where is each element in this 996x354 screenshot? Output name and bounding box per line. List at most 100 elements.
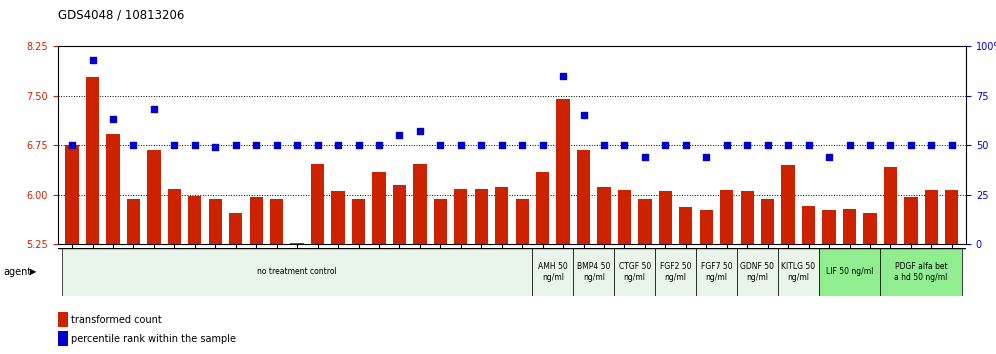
Point — [698, 154, 714, 160]
Point — [432, 142, 448, 148]
Point — [944, 142, 960, 148]
Bar — [188, 196, 201, 244]
Point — [371, 142, 386, 148]
Point — [780, 142, 796, 148]
Bar — [495, 187, 508, 244]
Bar — [392, 185, 406, 244]
Bar — [557, 99, 570, 244]
Bar — [802, 206, 816, 244]
Bar — [823, 210, 836, 244]
Point — [903, 142, 919, 148]
Bar — [66, 145, 79, 244]
Bar — [696, 248, 737, 296]
Bar — [945, 190, 958, 244]
Text: CTGF 50
ng/ml: CTGF 50 ng/ml — [619, 262, 650, 282]
Bar — [737, 248, 778, 296]
Bar — [86, 77, 100, 244]
Bar — [58, 312, 68, 327]
Text: FGF2 50
ng/ml: FGF2 50 ng/ml — [660, 262, 691, 282]
Bar — [843, 209, 857, 244]
Bar — [454, 189, 467, 244]
Point — [678, 142, 694, 148]
Bar — [924, 190, 938, 244]
Bar — [332, 192, 345, 244]
Bar — [679, 207, 692, 244]
Text: no treatment control: no treatment control — [257, 267, 337, 276]
Point — [719, 142, 735, 148]
Point — [207, 144, 223, 150]
Point — [187, 142, 203, 148]
Point — [351, 142, 367, 148]
Point — [330, 142, 346, 148]
Text: KITLG 50
ng/ml: KITLG 50 ng/ml — [781, 262, 816, 282]
Point — [739, 142, 755, 148]
Point — [166, 142, 182, 148]
Text: LIF 50 ng/ml: LIF 50 ng/ml — [826, 267, 873, 276]
Bar — [413, 164, 426, 244]
Text: ▶: ▶ — [30, 267, 37, 276]
Bar — [147, 150, 160, 244]
Point — [617, 142, 632, 148]
Text: percentile rank within the sample: percentile rank within the sample — [72, 334, 236, 344]
Point — [514, 142, 530, 148]
Bar — [167, 189, 181, 244]
Bar — [864, 212, 876, 244]
Bar — [352, 199, 366, 244]
Bar — [250, 197, 263, 244]
Point — [391, 132, 407, 138]
Bar — [782, 165, 795, 244]
Point — [555, 73, 571, 79]
Bar — [229, 213, 242, 244]
Point — [473, 142, 489, 148]
Point — [310, 142, 326, 148]
Point — [228, 142, 244, 148]
Point — [453, 142, 469, 148]
Point — [64, 142, 80, 148]
Point — [923, 142, 939, 148]
Text: PDGF alfa bet
a hd 50 ng/ml: PDGF alfa bet a hd 50 ng/ml — [894, 262, 948, 282]
Bar — [107, 134, 120, 244]
Text: GDNF 50
ng/ml: GDNF 50 ng/ml — [740, 262, 775, 282]
Bar — [373, 172, 385, 244]
Bar — [720, 190, 733, 244]
Bar — [433, 199, 447, 244]
Point — [146, 107, 162, 112]
Bar — [761, 199, 774, 244]
Text: FGF7 50
ng/ml: FGF7 50 ng/ml — [701, 262, 732, 282]
Point — [412, 129, 428, 134]
Point — [862, 142, 877, 148]
Bar — [475, 189, 488, 244]
Point — [85, 57, 101, 63]
Text: GDS4048 / 10813206: GDS4048 / 10813206 — [58, 9, 184, 22]
Bar — [516, 199, 529, 244]
Point — [105, 116, 121, 122]
Text: agent: agent — [3, 267, 31, 277]
Point — [535, 142, 551, 148]
Bar — [270, 199, 283, 244]
Bar — [577, 150, 591, 244]
Point — [657, 142, 673, 148]
Bar — [536, 172, 549, 244]
Bar — [618, 190, 631, 244]
Point — [842, 142, 858, 148]
Bar — [883, 167, 897, 244]
Bar — [208, 199, 222, 244]
Bar — [58, 331, 68, 346]
Bar — [311, 164, 325, 244]
Bar — [658, 192, 672, 244]
Text: transformed count: transformed count — [72, 315, 162, 325]
Point — [494, 142, 510, 148]
Bar — [533, 248, 574, 296]
Point — [125, 142, 141, 148]
Point — [821, 154, 837, 160]
Bar — [880, 248, 962, 296]
Bar — [638, 199, 651, 244]
Bar — [574, 248, 615, 296]
Bar — [778, 248, 819, 296]
Bar — [819, 248, 880, 296]
Bar — [655, 248, 696, 296]
Text: BMP4 50
ng/ml: BMP4 50 ng/ml — [577, 262, 611, 282]
Text: AMH 50
ng/ml: AMH 50 ng/ml — [538, 262, 568, 282]
Bar — [615, 248, 655, 296]
Bar — [62, 248, 533, 296]
